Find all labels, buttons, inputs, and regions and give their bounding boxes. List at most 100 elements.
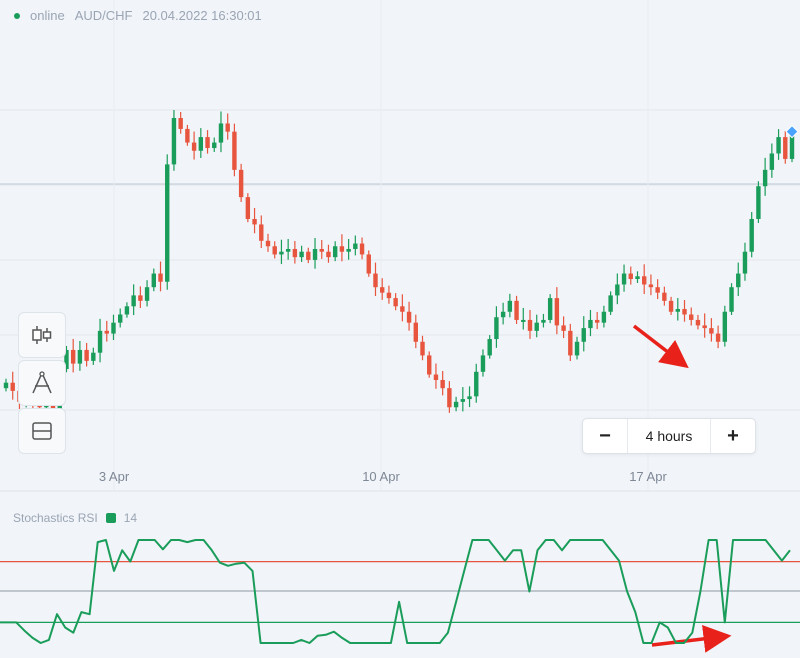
candle	[769, 143, 775, 178]
candle	[500, 302, 506, 325]
candle-body	[433, 374, 439, 380]
candle	[467, 386, 472, 408]
candle	[783, 131, 788, 164]
pair-label: AUD/CHF	[74, 8, 133, 23]
candle-body	[487, 339, 492, 356]
candle-body	[709, 328, 714, 334]
candle	[373, 262, 378, 296]
candle-body	[527, 319, 533, 331]
candle-body	[574, 341, 580, 356]
candle	[218, 111, 224, 153]
layout-button[interactable]	[18, 408, 66, 454]
candle	[527, 309, 533, 339]
candle	[400, 294, 405, 322]
indicator-header: Stochastics RSI 14	[13, 511, 137, 525]
candle-body	[185, 128, 190, 143]
live-status-dot	[14, 12, 20, 19]
candle	[568, 323, 573, 362]
candle-body	[124, 306, 130, 315]
drawing-tools-button[interactable]	[18, 360, 66, 406]
candle	[433, 363, 439, 389]
candle	[453, 396, 459, 412]
candle	[581, 316, 586, 352]
candle	[722, 305, 728, 347]
candle-body	[272, 246, 277, 255]
candle	[292, 240, 298, 264]
candle	[238, 163, 244, 202]
candle	[272, 241, 277, 259]
candle-body	[359, 243, 365, 255]
x-tick-label: 17 Apr	[629, 469, 667, 484]
candle	[198, 128, 204, 158]
candle-body	[151, 273, 156, 288]
candle	[124, 302, 130, 318]
candle	[521, 307, 526, 330]
candle-body	[380, 287, 385, 293]
candle-body	[494, 317, 499, 340]
candle	[10, 371, 15, 400]
candle-body	[386, 292, 392, 299]
candle	[588, 309, 593, 337]
chart-type-button[interactable]	[18, 312, 66, 358]
candle-body	[440, 379, 445, 389]
candle	[776, 129, 781, 160]
candle	[702, 313, 707, 338]
candle	[151, 268, 156, 292]
candle-body	[218, 123, 224, 143]
candle	[306, 247, 311, 264]
zoom-in-button[interactable]: +	[727, 424, 739, 447]
indicator-color-swatch	[105, 513, 116, 523]
candle	[715, 325, 721, 349]
candle-body	[131, 295, 136, 307]
candle-body	[729, 287, 734, 312]
candle-body	[64, 349, 69, 370]
candle	[91, 347, 96, 365]
x-tick-label: 3 Apr	[99, 469, 130, 484]
candle	[359, 237, 365, 260]
candle	[648, 274, 654, 296]
layout-panel-icon	[32, 422, 52, 440]
zoom-out-button[interactable]: −	[599, 424, 611, 447]
status-text: online	[30, 8, 65, 23]
candle	[252, 207, 257, 234]
candle	[386, 285, 392, 304]
candle	[212, 137, 217, 153]
candle	[158, 261, 163, 292]
candle	[514, 295, 519, 324]
candle-body	[259, 224, 264, 241]
candle	[494, 306, 499, 348]
candle-body	[373, 273, 378, 288]
candle	[474, 363, 479, 403]
candle	[144, 280, 150, 307]
candle-body	[715, 333, 721, 342]
candle-body	[393, 298, 398, 307]
candle	[299, 245, 304, 262]
timeframe-label: 4 hours	[627, 419, 711, 453]
candle	[84, 342, 89, 367]
candle-body	[413, 322, 418, 342]
candle-body	[97, 330, 103, 353]
candle-body	[615, 284, 620, 296]
candle-body	[662, 292, 667, 301]
candle-body	[608, 295, 613, 312]
candle-body	[10, 382, 15, 391]
candle-body	[252, 218, 257, 225]
candle-body	[668, 300, 674, 312]
candle	[178, 112, 183, 134]
candle	[366, 250, 371, 277]
candle-body	[554, 298, 560, 326]
candle	[205, 130, 210, 154]
candle-body	[245, 197, 251, 219]
candle-body	[642, 276, 647, 285]
candle-body	[84, 349, 89, 361]
candle-body	[447, 388, 452, 408]
candle	[171, 110, 177, 171]
candle	[668, 296, 674, 315]
candle-body	[346, 248, 351, 252]
candle-body	[420, 341, 425, 356]
candle-body	[332, 246, 338, 258]
candle	[138, 286, 143, 309]
candle-body	[77, 349, 83, 364]
downtrend-arrow	[632, 324, 689, 369]
